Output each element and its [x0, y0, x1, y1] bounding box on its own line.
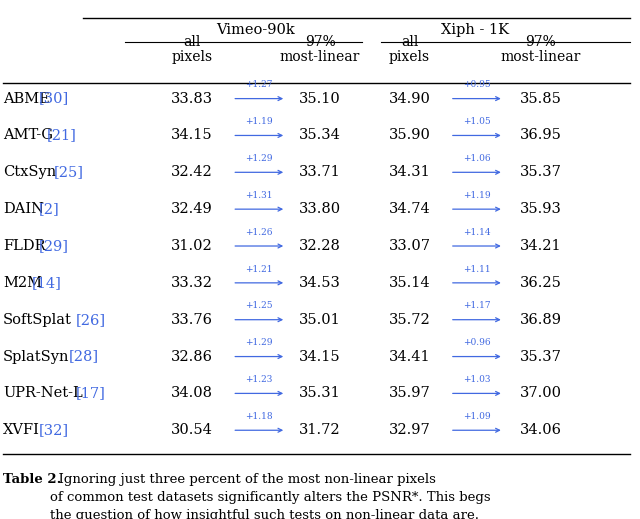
Text: +1.21: +1.21 — [246, 265, 273, 274]
Text: 35.37: 35.37 — [520, 350, 562, 363]
Text: +1.14: +1.14 — [463, 228, 491, 237]
Text: +0.96: +0.96 — [463, 338, 491, 347]
Text: SoftSplat: SoftSplat — [3, 313, 72, 326]
Text: 36.25: 36.25 — [520, 276, 562, 290]
Text: 31.02: 31.02 — [171, 239, 213, 253]
Text: FLDR: FLDR — [3, 239, 45, 253]
Text: 33.76: 33.76 — [171, 313, 213, 326]
Text: M2M: M2M — [3, 276, 42, 290]
Text: +1.05: +1.05 — [463, 117, 491, 126]
Text: +1.19: +1.19 — [463, 191, 491, 200]
Text: +1.29: +1.29 — [246, 154, 273, 163]
Text: 34.41: 34.41 — [388, 350, 431, 363]
Text: 35.85: 35.85 — [520, 92, 562, 105]
Text: 34.90: 34.90 — [388, 92, 431, 105]
Text: 35.31: 35.31 — [299, 387, 341, 400]
Text: all: all — [401, 35, 419, 49]
Text: most-linear: most-linear — [500, 50, 581, 64]
Text: 34.31: 34.31 — [388, 166, 431, 179]
Text: 97%: 97% — [305, 35, 335, 49]
Text: 35.72: 35.72 — [388, 313, 431, 326]
Text: 32.28: 32.28 — [299, 239, 341, 253]
Text: Ignoring just three percent of the most non-linear pixels
of common test dataset: Ignoring just three percent of the most … — [50, 473, 490, 519]
Text: +1.03: +1.03 — [463, 375, 490, 384]
Text: UPR-Net-L: UPR-Net-L — [3, 387, 83, 400]
Text: +1.06: +1.06 — [463, 154, 491, 163]
Text: pixels: pixels — [389, 50, 430, 64]
Text: 33.32: 33.32 — [171, 276, 213, 290]
Text: 35.90: 35.90 — [388, 129, 431, 142]
Text: [30]: [30] — [39, 92, 69, 105]
Text: 30.54: 30.54 — [171, 424, 213, 437]
Text: 35.01: 35.01 — [299, 313, 341, 326]
Text: Table 2.: Table 2. — [3, 473, 61, 486]
Text: Xiph - 1K: Xiph - 1K — [441, 23, 509, 37]
Text: +1.29: +1.29 — [246, 338, 273, 347]
Text: 32.86: 32.86 — [171, 350, 213, 363]
Text: 35.97: 35.97 — [388, 387, 431, 400]
Text: all: all — [183, 35, 201, 49]
Text: +1.19: +1.19 — [245, 117, 273, 126]
Text: 32.42: 32.42 — [171, 166, 213, 179]
Text: 34.74: 34.74 — [388, 202, 431, 216]
Text: +1.11: +1.11 — [463, 265, 491, 274]
Text: 36.95: 36.95 — [520, 129, 562, 142]
Text: 34.53: 34.53 — [299, 276, 341, 290]
Text: CtxSyn: CtxSyn — [3, 166, 56, 179]
Text: 35.37: 35.37 — [520, 166, 562, 179]
Text: +1.17: +1.17 — [463, 302, 491, 310]
Text: +0.95: +0.95 — [463, 80, 491, 89]
Text: pixels: pixels — [172, 50, 212, 64]
Text: 34.15: 34.15 — [299, 350, 341, 363]
Text: [25]: [25] — [54, 166, 84, 179]
Text: 33.83: 33.83 — [171, 92, 213, 105]
Text: 35.14: 35.14 — [388, 276, 431, 290]
Text: 37.00: 37.00 — [520, 387, 562, 400]
Text: +1.25: +1.25 — [245, 302, 273, 310]
Text: most-linear: most-linear — [280, 50, 360, 64]
Text: +1.31: +1.31 — [246, 191, 273, 200]
Text: [14]: [14] — [32, 276, 61, 290]
Text: [29]: [29] — [39, 239, 69, 253]
Text: [26]: [26] — [76, 313, 106, 326]
Text: [28]: [28] — [68, 350, 99, 363]
Text: [2]: [2] — [39, 202, 60, 216]
Text: 35.93: 35.93 — [520, 202, 562, 216]
Text: ABME: ABME — [3, 92, 50, 105]
Text: [32]: [32] — [39, 424, 69, 437]
Text: 34.08: 34.08 — [171, 387, 213, 400]
Text: 35.34: 35.34 — [299, 129, 341, 142]
Text: +1.26: +1.26 — [246, 228, 273, 237]
Text: 33.80: 33.80 — [299, 202, 341, 216]
Text: [21]: [21] — [46, 129, 76, 142]
Text: +1.27: +1.27 — [246, 80, 273, 89]
Text: SplatSyn: SplatSyn — [3, 350, 70, 363]
Text: +1.23: +1.23 — [246, 375, 273, 384]
Text: +1.09: +1.09 — [463, 412, 491, 421]
Text: 32.97: 32.97 — [388, 424, 431, 437]
Text: 34.15: 34.15 — [171, 129, 213, 142]
Text: 32.49: 32.49 — [171, 202, 213, 216]
Text: 35.10: 35.10 — [299, 92, 341, 105]
Text: +1.18: +1.18 — [245, 412, 273, 421]
Text: Vimeo-90k: Vimeo-90k — [216, 23, 296, 37]
Text: [17]: [17] — [76, 387, 106, 400]
Text: 31.72: 31.72 — [299, 424, 341, 437]
Text: 34.21: 34.21 — [520, 239, 562, 253]
Text: XVFI: XVFI — [3, 424, 40, 437]
Text: 36.89: 36.89 — [520, 313, 562, 326]
Text: DAIN: DAIN — [3, 202, 44, 216]
Text: 97%: 97% — [525, 35, 556, 49]
Text: 34.06: 34.06 — [520, 424, 562, 437]
Text: 33.71: 33.71 — [299, 166, 341, 179]
Text: 33.07: 33.07 — [388, 239, 431, 253]
Text: AMT-G: AMT-G — [3, 129, 53, 142]
